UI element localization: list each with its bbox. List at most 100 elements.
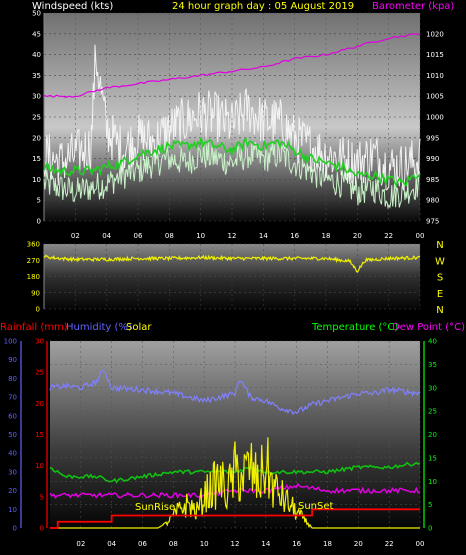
direction-series <box>43 254 421 274</box>
temp-series <box>49 369 421 529</box>
tick-label: 20 <box>353 232 362 240</box>
compass-label: E <box>437 289 443 300</box>
series-wind-mean <box>43 136 421 188</box>
tick-label: 1020 <box>426 30 444 38</box>
tick-label: 12 <box>231 540 240 548</box>
tick-label: 08 <box>169 540 178 548</box>
tick-label: 10 <box>196 232 205 240</box>
tick-label: 10 <box>428 478 437 486</box>
tick-label: 10 <box>35 462 44 470</box>
tick-label: 45 <box>32 30 41 38</box>
tick-label: 90 <box>31 289 40 297</box>
chart-date-title: 24 hour graph day : 05 August 2019 <box>172 1 354 12</box>
barometer-axis-title: Barometer (kpa) <box>372 1 454 12</box>
tick-label: 30 <box>428 384 437 392</box>
tick-label: 15 <box>32 155 41 163</box>
tick-label: 22 <box>385 540 394 548</box>
tick-label: 16 <box>292 540 301 548</box>
tick-label: 18 <box>322 232 331 240</box>
tick-label: 25 <box>32 114 41 122</box>
tick-label: 975 <box>426 218 439 226</box>
tick-label: 50 <box>8 431 17 439</box>
tick-label: 5 <box>37 197 41 205</box>
tick-label: 16 <box>290 232 299 240</box>
series-wind-direction <box>43 254 421 274</box>
tick-label: 02 <box>76 540 85 548</box>
direction-y-axis: 0 90 180 270 360 <box>27 241 40 314</box>
wind-x-axis: 02 04 06 08 10 12 14 16 18 20 22 00 <box>71 232 425 240</box>
solar-axis-title: Solar <box>126 322 152 333</box>
tick-label: 30 <box>32 93 41 101</box>
tick-label: 1005 <box>426 93 444 101</box>
tick-label: 35 <box>428 361 437 369</box>
tick-label: 04 <box>107 540 116 548</box>
wind-axis-title: Windspeed (kts) <box>32 1 113 12</box>
temperature-axis-title: Temperature (°C) <box>311 322 398 333</box>
tick-label: 70 <box>8 394 17 402</box>
series-barometer <box>43 33 421 98</box>
wind-plot-area <box>44 13 420 221</box>
tick-label: 14 <box>261 540 270 548</box>
rainfall-axis-title: Rainfall (mm) <box>0 322 68 333</box>
compass-label: W <box>435 256 445 267</box>
tick-label: 15 <box>428 454 437 462</box>
series-wind-gust <box>43 44 421 191</box>
humidity-axis-title: Humidity (%) <box>66 322 132 333</box>
tick-label: 0 <box>36 306 40 314</box>
tick-label: 18 <box>323 540 332 548</box>
tick-label: 20 <box>32 134 41 142</box>
tick-label: 40 <box>428 338 437 346</box>
tick-label: 270 <box>27 257 40 265</box>
series-wind-average <box>43 139 421 210</box>
tick-label: 0 <box>37 218 41 226</box>
tick-label: 20 <box>354 540 363 548</box>
tick-label: 04 <box>102 232 111 240</box>
tick-label: 180 <box>27 273 40 281</box>
tick-label: 22 <box>384 232 393 240</box>
tick-label: 00 <box>416 232 425 240</box>
tick-label: 15 <box>35 431 44 439</box>
compass-label: N <box>436 305 443 316</box>
tick-label: 0 <box>40 525 44 533</box>
tick-label: 80 <box>8 375 17 383</box>
tick-label: 60 <box>8 412 17 420</box>
tick-label: 30 <box>35 338 44 346</box>
dewpoint-axis-title: Dew Point (°C) <box>392 322 465 333</box>
tick-label: 360 <box>27 241 40 249</box>
tick-label: 1015 <box>426 51 444 59</box>
tick-label: 06 <box>138 540 147 548</box>
tick-label: 10 <box>8 506 17 514</box>
tick-label: 990 <box>426 155 439 163</box>
wind-series <box>43 33 421 210</box>
tick-label: 00 <box>416 540 425 548</box>
sunset-label: SunSet <box>298 501 334 512</box>
tick-label: 5 <box>40 493 44 501</box>
tick-label: 08 <box>165 232 174 240</box>
humidity-y-axis: 0 10 20 30 40 50 60 70 80 90 100 <box>4 338 17 533</box>
tick-label: 1010 <box>426 72 444 80</box>
tick-label: 980 <box>426 197 439 205</box>
tick-label: 02 <box>71 232 80 240</box>
tick-label: 0 <box>428 525 432 533</box>
tick-label: 14 <box>259 232 268 240</box>
tick-label: 1000 <box>426 114 444 122</box>
tick-label: 90 <box>8 356 17 364</box>
tick-label: 5 <box>428 501 432 509</box>
series-rainfall <box>50 508 420 529</box>
series-solar <box>50 437 420 529</box>
tick-label: 25 <box>35 369 44 377</box>
series-dewpoint <box>49 482 421 499</box>
compass-label: S <box>437 273 443 284</box>
tick-label: 0 <box>13 525 17 533</box>
tick-label: 30 <box>8 468 17 476</box>
wind-grid <box>43 12 421 222</box>
tick-label: 35 <box>32 72 41 80</box>
wind-y-axis: 0 5 10 15 20 25 30 35 40 45 50 <box>32 10 41 226</box>
tick-label: 995 <box>426 134 439 142</box>
tick-label: 50 <box>32 10 41 18</box>
tick-label: 985 <box>426 176 439 184</box>
series-temperature <box>49 461 421 484</box>
tick-label: 20 <box>35 400 44 408</box>
barometer-y-axis: 975 980 985 990 995 1000 1005 1010 1015 1020 <box>426 30 444 225</box>
